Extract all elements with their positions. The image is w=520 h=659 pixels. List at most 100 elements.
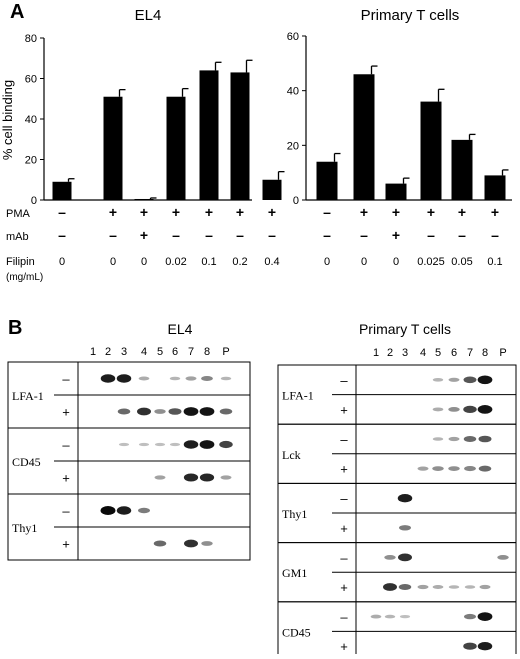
row-mab-cell: – [427, 227, 435, 243]
blot-band [463, 642, 477, 650]
blot-band [116, 506, 132, 515]
lane-label: 6 [172, 346, 178, 358]
row-pma-cell: – [58, 204, 66, 220]
row-sign: + [340, 462, 348, 477]
bar [316, 161, 338, 200]
bar [262, 179, 282, 200]
blot-band [432, 378, 444, 382]
row-pma-label: PMA [6, 208, 31, 220]
chart-el4-title: EL4 [135, 7, 162, 24]
blot-band [116, 374, 132, 383]
row-filipin-cell: 0.2 [232, 256, 247, 268]
lane-label: 6 [451, 347, 457, 359]
blot-band [184, 539, 198, 548]
row-filipin-label: Filipin [6, 256, 35, 268]
blot-band [183, 473, 199, 482]
row-mab-cell: – [323, 227, 331, 243]
blot-band [497, 555, 509, 560]
chart-el4-ylabel: % cell binding [0, 80, 15, 160]
row-sign: – [340, 610, 348, 625]
row-filipin-cell: 0 [324, 256, 330, 268]
panel-b-label: B [8, 317, 22, 339]
blot-primary-title: Primary T cells [359, 321, 451, 337]
lane-label: 3 [121, 346, 127, 358]
row-mab-cell: + [392, 227, 400, 243]
blot-band [417, 584, 429, 590]
row-filipin-cell: 0 [141, 256, 147, 268]
lane-label: 3 [402, 347, 408, 359]
bar [420, 101, 442, 200]
row-filipin-cell: 0.1 [487, 256, 502, 268]
row-pma-cell: + [491, 204, 499, 220]
row-mab-cell: + [140, 227, 148, 243]
row-mab-cell: – [172, 227, 180, 243]
lane-label: 5 [157, 346, 163, 358]
row-filipin-cell: 0 [393, 256, 399, 268]
row-sign: + [340, 639, 348, 654]
row-sign: + [340, 521, 348, 536]
y-tick-label: 80 [25, 33, 37, 45]
blot-band [477, 405, 493, 414]
blot-band [220, 475, 232, 480]
blot-protein-label: Thy1 [282, 507, 307, 521]
row-mab-cell: – [360, 227, 368, 243]
filipin-units: (mg/mL) [6, 272, 43, 283]
blot-band [448, 585, 460, 589]
blot-band [185, 376, 197, 381]
row-mab-cell: – [268, 227, 276, 243]
blot-band [370, 614, 382, 619]
blot-protein-label: CD45 [12, 455, 41, 469]
blot-band [219, 440, 233, 449]
lane-label: 4 [420, 347, 426, 359]
blot-band [477, 375, 493, 385]
y-tick-label: 40 [287, 86, 299, 98]
row-sign: + [62, 537, 70, 552]
blot-band [169, 442, 181, 447]
blot-band [154, 475, 166, 480]
bar [484, 175, 506, 200]
blot-band [168, 408, 182, 415]
y-tick-label: 60 [25, 74, 37, 86]
row-sign: – [62, 438, 70, 453]
blot-band [201, 375, 213, 382]
blot-band [220, 376, 232, 381]
blot-protein-label: GM1 [282, 566, 307, 580]
row-mab-cell: – [205, 227, 213, 243]
blot-band [383, 583, 397, 591]
row-pma-cell: + [458, 204, 466, 220]
y-tick-label: 0 [293, 195, 299, 207]
blot-band [384, 614, 396, 619]
y-tick-label: 60 [287, 31, 299, 43]
lane-label: 1 [373, 347, 379, 359]
blot-band [478, 435, 492, 443]
blot-band [398, 553, 412, 562]
row-filipin-cell: 0.4 [264, 256, 279, 268]
bar [199, 70, 219, 201]
blot-band [201, 541, 213, 546]
blot-el4-title: EL4 [168, 321, 193, 337]
row-mab-label: mAb [6, 231, 29, 243]
row-sign: + [340, 402, 348, 417]
blot-band [153, 540, 167, 547]
blot-band [463, 376, 477, 384]
blot-band [399, 614, 411, 619]
blot-band [479, 584, 491, 590]
row-sign: + [340, 580, 348, 595]
row-pma-cell: + [205, 204, 213, 220]
blot-band [463, 436, 477, 442]
row-filipin-cell: 0.1 [201, 256, 216, 268]
lane-label: 4 [141, 346, 147, 358]
row-pma-cell: + [236, 204, 244, 220]
row-mab-cell: – [458, 227, 466, 243]
lane-label: P [499, 347, 506, 359]
blot-protein-label: CD45 [282, 625, 311, 639]
row-filipin-cell: 0 [361, 256, 367, 268]
blot-band [138, 376, 150, 381]
row-sign: – [340, 550, 348, 565]
row-filipin-cell: 0.025 [417, 256, 445, 268]
blot-band [137, 407, 151, 416]
blot-band [154, 442, 166, 447]
lane-label: 7 [467, 347, 473, 359]
blot-band [154, 409, 166, 414]
